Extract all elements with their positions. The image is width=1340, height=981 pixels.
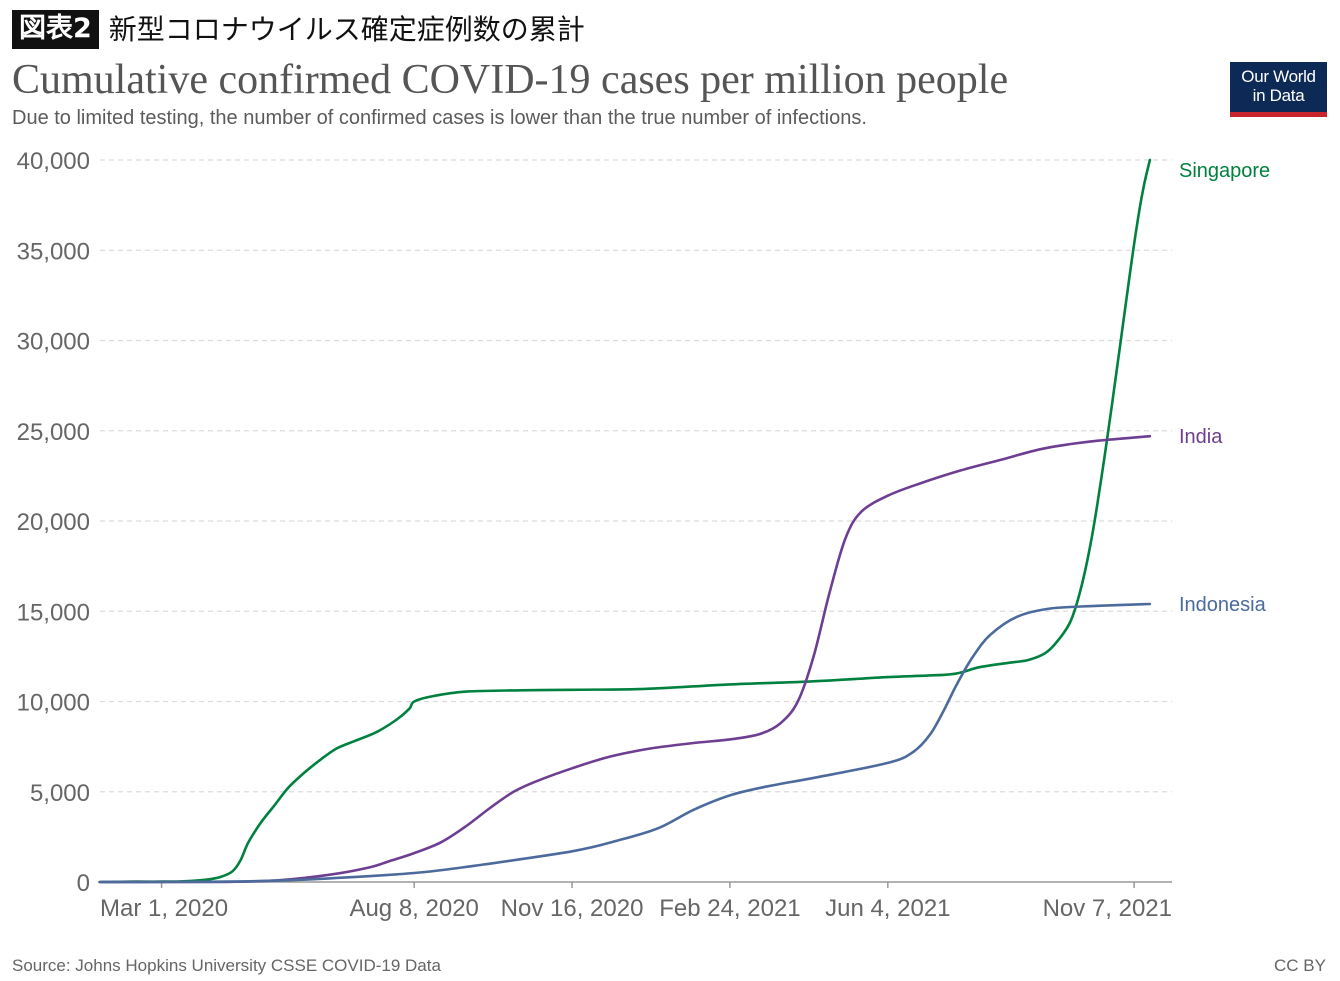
source-note[interactable]: Source: Johns Hopkins University CSSE CO… (12, 956, 441, 975)
y-tick-label: 40,000 (17, 148, 90, 175)
series-label-singapore: Singapore (1179, 160, 1270, 182)
series-labels: Singapore India Indonesia (1179, 160, 1270, 616)
figure-header: 図表2 新型コロナウイルス確定症例数の累計 (12, 10, 585, 49)
y-tick-label: 5,000 (30, 780, 90, 807)
series-line-singapore[interactable] (98, 158, 1152, 884)
grid-lines (100, 159, 1172, 793)
logo-line-1: Our World (1241, 67, 1316, 86)
y-tick-label: 10,000 (17, 690, 90, 717)
y-axis-ticks: 0 5,000 10,000 15,000 20,000 25,000 30,000 35,0… (17, 148, 90, 897)
license-link[interactable]: CC BY (1274, 956, 1326, 975)
x-axis: Mar 1, 2020 Aug 8, 2020 Nov 16, 2020 Feb 24… (98, 881, 1172, 922)
series-line-india[interactable] (98, 434, 1152, 884)
chart-title: Cumulative confirmed COVID-19 cases per … (12, 57, 1009, 103)
our-world-in-data-logo[interactable]: Our World in Data (1230, 62, 1327, 117)
series-label-indonesia: Indonesia (1179, 594, 1267, 616)
x-tick-label: Nov 7, 2021 (1043, 895, 1172, 922)
y-tick-label: 30,000 (17, 329, 90, 356)
series-line-indonesia[interactable] (98, 602, 1152, 884)
y-tick-label: 35,000 (17, 238, 90, 265)
x-tick-label: Jun 4, 2021 (825, 895, 950, 922)
y-tick-label: 15,000 (17, 599, 90, 626)
x-tick-label: Feb 24, 2021 (659, 895, 800, 922)
chart-subtitle: Due to limited testing, the number of co… (12, 107, 867, 129)
x-tick-label: Aug 8, 2020 (349, 895, 478, 922)
logo-line-2: in Data (1252, 86, 1305, 105)
figure-japanese-title: 新型コロナウイルス確定症例数の累計 (108, 12, 585, 46)
y-tick-label: 20,000 (17, 509, 90, 536)
figure-number-badge: 図表2 (12, 10, 99, 49)
y-tick-label: 0 (77, 870, 90, 897)
y-tick-label: 25,000 (17, 419, 90, 446)
series-label-india: India (1179, 426, 1223, 448)
x-tick-label: Nov 16, 2020 (501, 895, 644, 922)
line-chart: 0 5,000 10,000 15,000 20,000 25,000 30,000 35,0… (17, 148, 1271, 922)
series-lines[interactable] (98, 158, 1152, 884)
x-tick-label: Mar 1, 2020 (100, 895, 228, 922)
